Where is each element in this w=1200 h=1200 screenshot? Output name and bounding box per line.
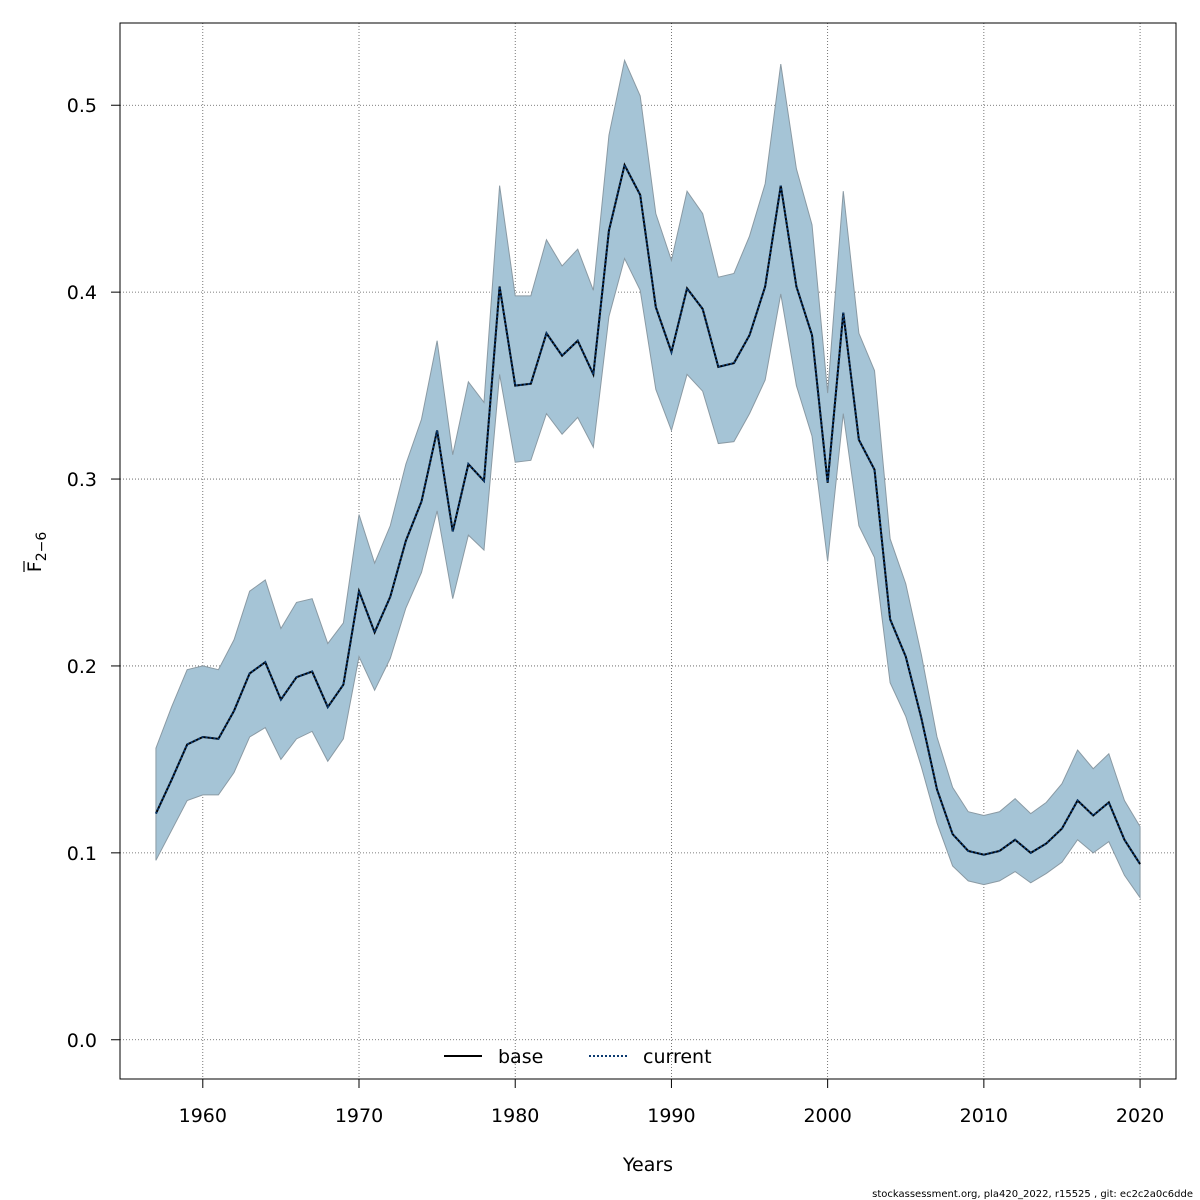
x-tick-label-1980: 1980 xyxy=(491,1105,539,1127)
x-tick-label-2010: 2010 xyxy=(960,1105,1008,1127)
y-tick-label-4: 0.4 xyxy=(67,282,97,304)
y-axis: 0.0 0.1 0.2 0.3 0.4 0.5 xyxy=(67,95,120,1052)
svg-text:F2−6: F2−6 xyxy=(24,532,50,573)
y-tick-label-2: 0.2 xyxy=(67,656,97,678)
legend: base current xyxy=(444,1046,712,1068)
legend-label-current: current xyxy=(643,1046,712,1068)
x-tick-label-1960: 1960 xyxy=(179,1105,227,1127)
y-tick-label-5: 0.5 xyxy=(67,95,97,117)
confidence-band xyxy=(155,58,1141,900)
y-tick-label-3: 0.3 xyxy=(67,469,97,491)
x-tick-label-2000: 2000 xyxy=(803,1105,851,1127)
series-line-current xyxy=(155,162,1141,865)
x-axis-title: Years xyxy=(622,1154,673,1176)
x-axis: 1960 1970 1980 1990 2000 2010 2020 xyxy=(179,1079,1164,1127)
y-axis-title-main: F xyxy=(24,561,46,572)
y-axis-title: F2−6 xyxy=(23,532,50,573)
x-tick-label-2020: 2020 xyxy=(1116,1105,1164,1127)
footer-note: stockassessment.org, pla420_2022, r15525… xyxy=(872,1189,1193,1200)
y-axis-title-subscript: 2−6 xyxy=(34,532,50,562)
y-tick-label-0: 0.0 xyxy=(67,1030,97,1052)
plot-frame xyxy=(119,22,1177,1080)
x-tick-label-1990: 1990 xyxy=(647,1105,695,1127)
y-tick-label-1: 0.1 xyxy=(67,843,97,865)
legend-label-base: base xyxy=(498,1046,543,1068)
x-tick-label-1970: 1970 xyxy=(335,1105,383,1127)
grid-lines xyxy=(120,23,1176,1079)
